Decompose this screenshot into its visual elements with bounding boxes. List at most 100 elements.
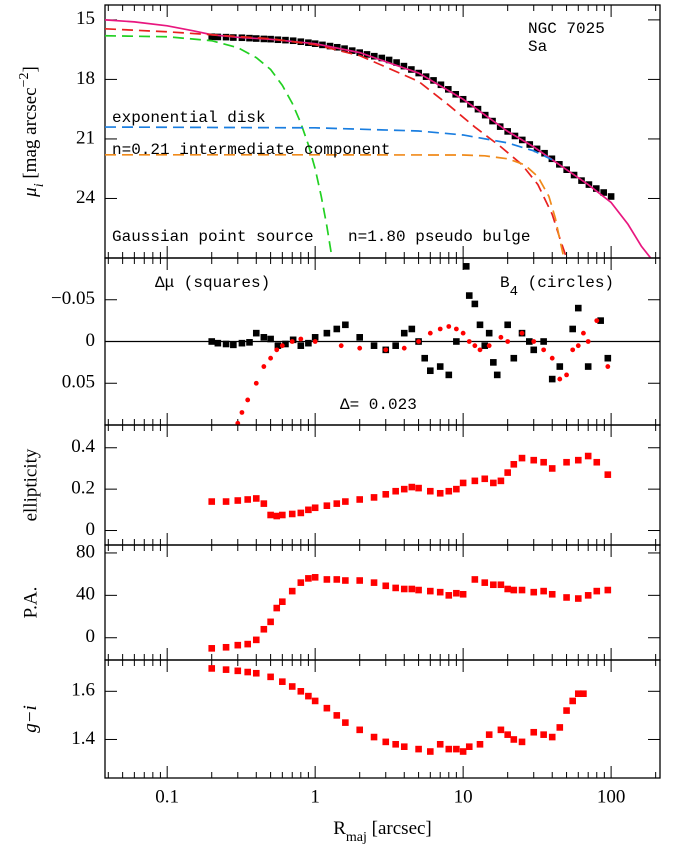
point xyxy=(593,458,601,466)
component-label: exponential disk xyxy=(112,109,266,127)
x-tick-label: 100 xyxy=(597,786,626,807)
text-part: (circles) xyxy=(518,274,614,292)
point xyxy=(459,748,467,755)
point xyxy=(378,54,386,62)
text-part: ] xyxy=(20,66,41,72)
point xyxy=(605,364,611,369)
point xyxy=(208,665,216,672)
point xyxy=(427,330,433,336)
point xyxy=(385,56,393,64)
y-tick-label: 40 xyxy=(76,584,95,605)
point xyxy=(584,592,592,599)
point xyxy=(607,193,615,200)
point xyxy=(518,454,526,462)
point xyxy=(222,498,230,505)
point xyxy=(421,354,429,362)
point xyxy=(297,579,305,586)
point xyxy=(214,33,222,41)
point xyxy=(485,731,493,738)
point xyxy=(252,636,260,644)
point xyxy=(260,334,268,341)
point xyxy=(282,340,289,348)
point xyxy=(594,318,600,324)
point xyxy=(252,669,260,677)
point xyxy=(569,697,576,705)
point xyxy=(370,579,378,586)
point xyxy=(597,317,604,324)
point xyxy=(504,585,511,593)
point xyxy=(222,666,230,673)
point xyxy=(564,372,569,378)
point xyxy=(453,589,460,597)
point xyxy=(477,347,483,353)
point xyxy=(490,479,497,487)
point xyxy=(445,86,452,93)
point xyxy=(481,475,489,483)
point xyxy=(305,506,312,514)
point xyxy=(510,586,518,594)
point xyxy=(274,347,280,353)
point xyxy=(445,371,453,379)
point xyxy=(569,325,576,333)
point xyxy=(530,456,538,464)
point xyxy=(415,745,422,753)
y-tick-label: 80 xyxy=(76,541,95,562)
y-tick-label: −0.05 xyxy=(51,288,95,309)
annotation: Δ= 0.023 xyxy=(340,396,417,414)
point xyxy=(238,339,246,347)
text-part: μ xyxy=(20,187,41,198)
point xyxy=(244,496,251,503)
component-label: n=0.21 intermediate component xyxy=(112,141,390,159)
point xyxy=(408,66,415,73)
point xyxy=(580,690,587,698)
point xyxy=(279,343,285,349)
point xyxy=(540,587,547,595)
point xyxy=(239,410,245,415)
point xyxy=(267,673,274,681)
point xyxy=(222,33,230,41)
point xyxy=(260,625,268,633)
y-axis-label: μi [mag arcsec−2] xyxy=(17,66,47,198)
y-tick-label: 0 xyxy=(86,519,96,540)
point xyxy=(392,740,399,748)
point xyxy=(234,497,242,504)
point xyxy=(253,380,259,386)
plot-area xyxy=(208,452,612,520)
point xyxy=(604,471,612,478)
point xyxy=(600,189,607,196)
point xyxy=(504,731,511,738)
text-part: B xyxy=(500,274,510,292)
point xyxy=(393,59,400,66)
point xyxy=(497,726,505,734)
point xyxy=(563,594,570,601)
point xyxy=(341,45,348,52)
point xyxy=(289,339,295,344)
y-tick-label: 0.4 xyxy=(71,436,95,457)
point xyxy=(401,345,407,351)
point xyxy=(312,339,318,344)
point xyxy=(471,300,479,308)
point xyxy=(392,342,399,349)
profile-line xyxy=(105,27,568,258)
point xyxy=(592,185,600,192)
text-part: i xyxy=(32,183,47,187)
point xyxy=(574,456,582,464)
point xyxy=(288,510,296,518)
point xyxy=(427,367,434,375)
point xyxy=(342,719,349,726)
point xyxy=(459,590,467,598)
point xyxy=(519,330,525,336)
point xyxy=(311,334,319,341)
point xyxy=(392,584,399,592)
point xyxy=(584,452,592,460)
point xyxy=(427,748,434,755)
annotation: Sa xyxy=(528,38,548,56)
profile-line xyxy=(105,19,652,258)
point xyxy=(563,458,570,466)
point xyxy=(252,495,260,502)
point xyxy=(437,326,443,332)
point xyxy=(222,643,230,651)
point xyxy=(556,363,564,370)
plot-area xyxy=(208,263,612,425)
